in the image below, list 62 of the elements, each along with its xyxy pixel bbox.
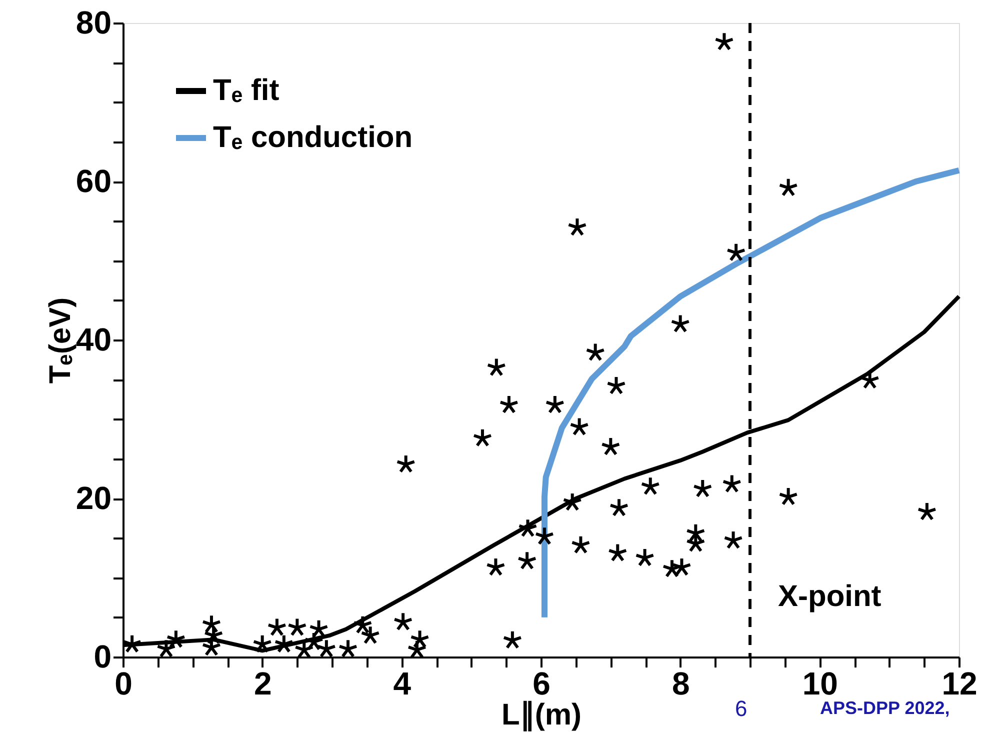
point <box>640 476 660 496</box>
point <box>360 625 380 644</box>
point <box>352 614 373 634</box>
point <box>266 617 287 636</box>
point <box>778 177 798 197</box>
point <box>600 436 621 456</box>
x-tick-label: 8 <box>672 666 690 702</box>
point <box>606 376 626 395</box>
x-tick-label: 4 <box>393 666 412 702</box>
y-tick-label: 20 <box>76 480 112 516</box>
point <box>396 454 416 474</box>
point <box>608 542 628 562</box>
point <box>723 530 744 550</box>
point <box>570 534 591 554</box>
point <box>338 638 358 658</box>
point <box>472 428 492 448</box>
point <box>686 522 706 542</box>
point <box>567 217 588 236</box>
point <box>486 557 506 576</box>
y-tick-label: 80 <box>76 4 112 40</box>
point <box>308 618 329 638</box>
point <box>498 394 519 414</box>
point <box>569 416 590 436</box>
point <box>518 518 538 538</box>
point <box>304 632 324 651</box>
point <box>201 614 222 634</box>
y-tick-label: 60 <box>76 163 112 199</box>
point <box>274 634 294 654</box>
point <box>916 502 937 521</box>
point <box>585 342 606 362</box>
point <box>609 498 630 517</box>
x-axis-title: L∥(m) <box>502 698 582 732</box>
y-tick-label: 0 <box>94 638 112 674</box>
point <box>562 492 582 512</box>
point <box>502 630 522 650</box>
point <box>726 242 746 262</box>
x-tick-label: 2 <box>254 666 272 702</box>
point <box>252 634 272 654</box>
point <box>722 474 742 493</box>
point <box>634 547 655 567</box>
legend-label: Tₑ fit <box>213 74 280 107</box>
point <box>534 526 554 546</box>
legend-label: Tₑ conduction <box>213 121 413 154</box>
point <box>287 617 308 636</box>
point <box>156 638 176 658</box>
ref-line-label: X-point <box>778 580 882 613</box>
point <box>544 394 565 414</box>
point <box>778 486 798 506</box>
point <box>204 625 224 644</box>
x-tick-label: 6 <box>532 666 550 702</box>
y-tick-label: 40 <box>76 322 112 358</box>
point <box>692 478 713 498</box>
point <box>517 550 538 570</box>
point <box>714 32 734 51</box>
point <box>670 314 690 333</box>
text: 6 <box>735 696 748 721</box>
point <box>393 612 414 631</box>
point <box>410 629 430 648</box>
point <box>486 357 506 376</box>
point <box>316 638 336 658</box>
y-axis-title: Tₑ(eV) <box>44 297 77 384</box>
point <box>166 629 186 648</box>
